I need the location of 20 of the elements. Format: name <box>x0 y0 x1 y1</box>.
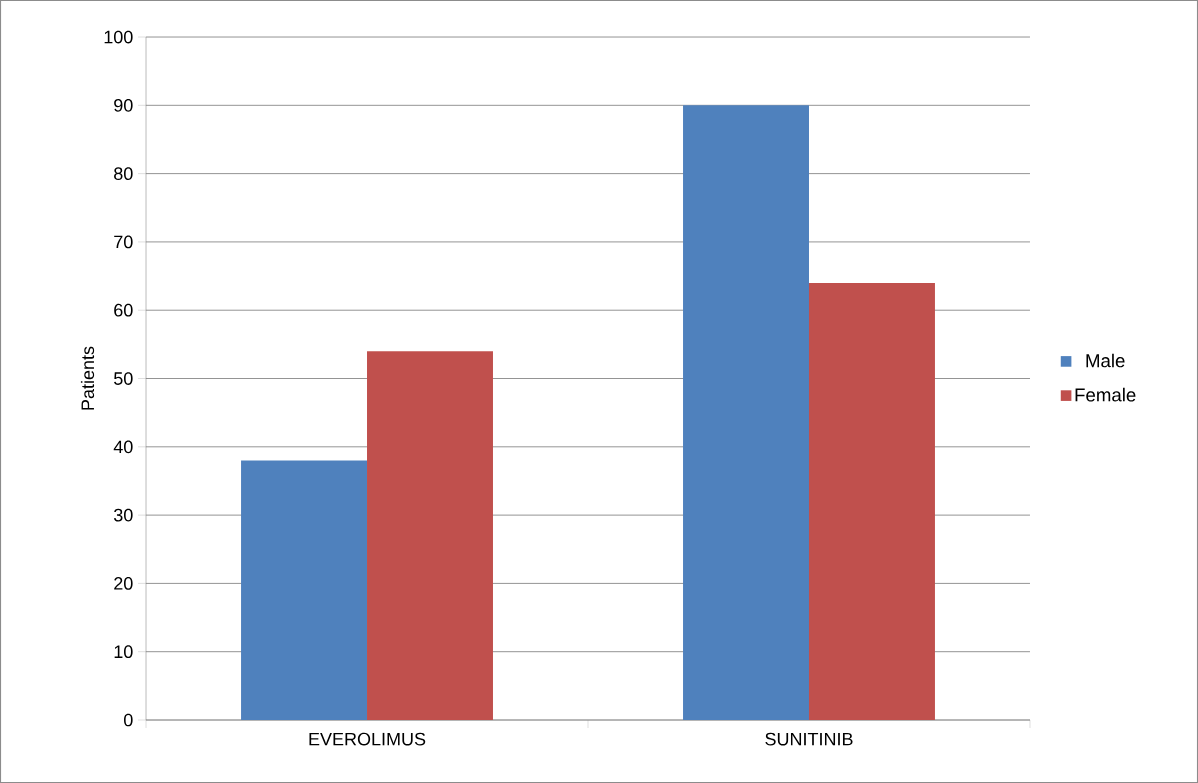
bar <box>683 105 809 720</box>
legend-label: Male <box>1086 353 1125 368</box>
y-tick-label: 80 <box>114 167 133 180</box>
y-tick-label: 40 <box>113 440 133 454</box>
y-tick-label: 30 <box>113 508 133 522</box>
y-tick-label: 100 <box>104 30 133 44</box>
x-tick-label: SUNITINIB <box>765 732 853 746</box>
bar <box>809 282 935 720</box>
bar <box>241 460 368 720</box>
y-axis-title: Patients <box>80 346 95 410</box>
y-tick-label: 70 <box>114 235 133 249</box>
y-tick-label: 0 <box>124 713 133 727</box>
bar <box>367 351 493 720</box>
y-tick-label: 10 <box>114 645 133 659</box>
legend-label: Female <box>1075 387 1136 402</box>
y-tick-label: 20 <box>114 577 133 590</box>
y-tick-label: 60 <box>114 303 133 317</box>
y-tick-label: 90 <box>114 98 133 112</box>
y-tick-label: 50 <box>114 372 133 385</box>
x-tick-label: EVEROLIMUS <box>309 732 426 746</box>
